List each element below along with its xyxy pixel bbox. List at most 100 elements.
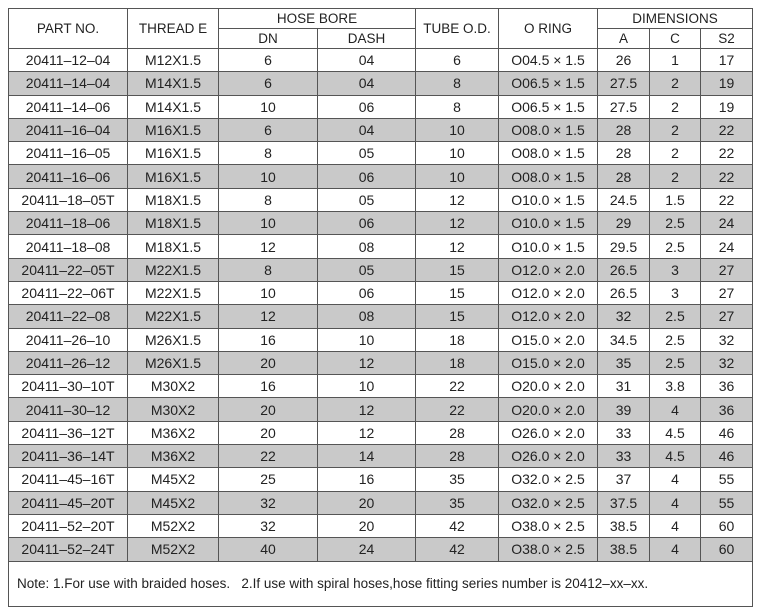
table-cell: 20411–52–20T bbox=[8, 513, 128, 539]
table-row: 20411–52–24T M52X2 40 24 42 O38.0 × 2.5 38.5 4 6… bbox=[8, 537, 754, 562]
table-row: 20411–52–20T M52X2 32 20 42 O38.0 × 2.5 38.5 4 6… bbox=[8, 513, 754, 539]
table-cell: 12 bbox=[317, 350, 416, 376]
table-cell: M22X1.5 bbox=[127, 304, 219, 329]
table-cell: 12 bbox=[317, 397, 416, 422]
table-cell: 8 bbox=[415, 94, 499, 119]
table-cell: 24 bbox=[699, 234, 754, 259]
table-cell: 42 bbox=[415, 537, 499, 562]
table-cell: 20411–16–05 bbox=[8, 141, 128, 166]
table-cell: 35 bbox=[415, 467, 499, 492]
table-cell: 20411–45–16T bbox=[8, 467, 128, 492]
table-cell: 8 bbox=[218, 187, 318, 213]
table-cell: 32 bbox=[699, 327, 754, 352]
table-cell: 27.5 bbox=[597, 94, 650, 119]
header-cell: THREAD E bbox=[127, 8, 219, 49]
table-cell: O20.0 × 2.0 bbox=[498, 397, 598, 422]
table-cell: 26 bbox=[597, 47, 650, 73]
table-cell: 27.5 bbox=[597, 71, 650, 96]
table-row: 20411–14–04 M14X1.5 6 04 8 O06.5 × 1.5 27.5 2 19 bbox=[8, 71, 754, 96]
spec-table: PART NO. THREAD E HOSE BORE TUBE O.D. O RING… bbox=[7, 8, 754, 607]
table-row: 20411–22–08 M22X1.5 12 08 15 O12.0 × 2.0 32 2.5… bbox=[8, 304, 754, 329]
table-cell: 27 bbox=[699, 257, 754, 282]
table-cell: 8 bbox=[415, 71, 499, 96]
table-cell: M14X1.5 bbox=[127, 71, 219, 96]
table-cell: 28 bbox=[415, 420, 499, 446]
table-cell: 06 bbox=[317, 211, 416, 236]
table-cell: 39 bbox=[597, 397, 650, 422]
table-cell: 3.8 bbox=[649, 374, 701, 399]
table-cell: 10 bbox=[218, 280, 318, 306]
table-cell: 20 bbox=[317, 513, 416, 539]
table-cell: O08.0 × 1.5 bbox=[498, 141, 598, 166]
table-cell: 20411–22–06T bbox=[8, 280, 128, 306]
table-cell: 24.5 bbox=[597, 187, 650, 213]
table-cell: 17 bbox=[699, 47, 754, 73]
table-cell: 04 bbox=[317, 47, 416, 73]
table-cell: 12 bbox=[218, 304, 318, 329]
table-cell: 38.5 bbox=[597, 513, 650, 539]
table-cell: 24 bbox=[317, 537, 416, 562]
subheader-cell: S2 bbox=[699, 28, 754, 49]
table-cell: 18 bbox=[415, 350, 499, 376]
table-cell: 20411–36–12T bbox=[8, 420, 128, 446]
table-cell: 1.5 bbox=[649, 187, 701, 213]
table-cell: 37 bbox=[597, 467, 650, 492]
table-cell: 10 bbox=[218, 94, 318, 119]
table-cell: 4.5 bbox=[649, 444, 701, 469]
table-cell: O08.0 × 1.5 bbox=[498, 164, 598, 189]
table-cell: 20411–14–04 bbox=[8, 71, 128, 96]
table-cell: M16X1.5 bbox=[127, 117, 219, 143]
table-cell: 20 bbox=[218, 420, 318, 446]
table-row: 20411–22–05T M22X1.5 8 05 15 O12.0 × 2.0 26.5 3… bbox=[8, 257, 754, 282]
table-cell: 12 bbox=[415, 234, 499, 259]
table-cell: 55 bbox=[699, 490, 754, 515]
table-cell: 20411–26–10 bbox=[8, 327, 128, 352]
note: Note: 1.For use with braided hoses. 2.If… bbox=[7, 560, 754, 607]
table-cell: 04 bbox=[317, 71, 416, 96]
table-cell: O26.0 × 2.0 bbox=[498, 444, 598, 469]
table-cell: 32 bbox=[597, 304, 650, 329]
table-cell: 06 bbox=[317, 280, 416, 306]
table-cell: 22 bbox=[699, 117, 754, 143]
table-cell: M30X2 bbox=[127, 374, 219, 399]
table-cell: 20411–12–04 bbox=[8, 47, 128, 73]
table-cell: 28 bbox=[597, 164, 650, 189]
table-cell: 25 bbox=[218, 467, 318, 492]
table-cell: 27 bbox=[699, 304, 754, 329]
table-cell: 15 bbox=[415, 280, 499, 306]
table-cell: 4 bbox=[649, 537, 701, 562]
table-cell: O12.0 × 2.0 bbox=[498, 280, 598, 306]
table-cell: 28 bbox=[597, 141, 650, 166]
table-cell: O32.0 × 2.5 bbox=[498, 467, 598, 492]
table-cell: 22 bbox=[415, 397, 499, 422]
table-cell: M30X2 bbox=[127, 397, 219, 422]
table-cell: 26.5 bbox=[597, 257, 650, 282]
table-cell: M52X2 bbox=[127, 513, 219, 539]
table-cell: 20 bbox=[218, 397, 318, 422]
table-cell: 10 bbox=[218, 164, 318, 189]
table-cell: M16X1.5 bbox=[127, 164, 219, 189]
table-cell: O12.0 × 2.0 bbox=[498, 257, 598, 282]
table-cell: 8 bbox=[218, 257, 318, 282]
table-row: 20411–26–10 M26X1.5 16 10 18 O15.0 × 2.0 34.5 2… bbox=[8, 327, 754, 352]
table-cell: 34.5 bbox=[597, 327, 650, 352]
table-cell: 33 bbox=[597, 444, 650, 469]
table-cell: O26.0 × 2.0 bbox=[498, 420, 598, 446]
table-cell: O10.0 × 1.5 bbox=[498, 187, 598, 213]
table-cell: 19 bbox=[699, 71, 754, 96]
table-cell: 55 bbox=[699, 467, 754, 492]
table-cell: O20.0 × 2.0 bbox=[498, 374, 598, 399]
table-cell: 12 bbox=[218, 234, 318, 259]
table-cell: 32 bbox=[218, 513, 318, 539]
table-row: 20411–16–04 M16X1.5 6 04 10 O08.0 × 1.5 28 2 22 bbox=[8, 117, 754, 143]
table-cell: 20411–36–14T bbox=[8, 444, 128, 469]
table-cell: 3 bbox=[649, 280, 701, 306]
table-row: 20411–18–08 M18X1.5 12 08 12 O10.0 × 1.5 29.5 2… bbox=[8, 234, 754, 259]
table-cell: 26.5 bbox=[597, 280, 650, 306]
table-cell: 22 bbox=[699, 141, 754, 166]
header-cell: PART NO. bbox=[8, 8, 128, 49]
table-cell: 20411–52–24T bbox=[8, 537, 128, 562]
table-cell: 35 bbox=[415, 490, 499, 515]
table-cell: 12 bbox=[415, 211, 499, 236]
